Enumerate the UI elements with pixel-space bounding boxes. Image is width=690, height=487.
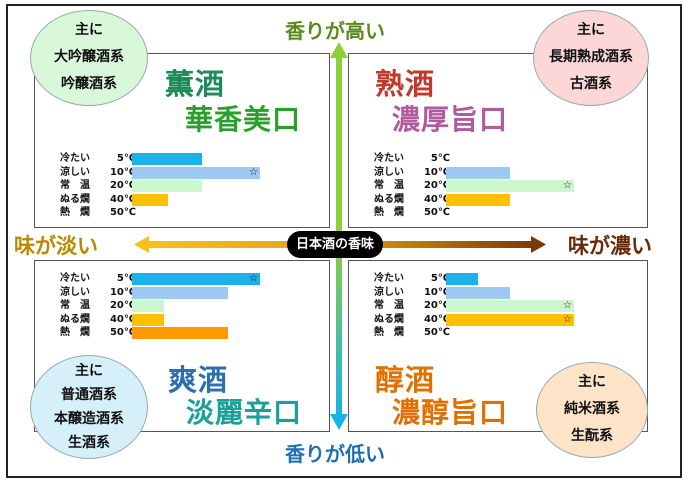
temp-degree: 5℃ bbox=[116, 153, 136, 164]
temp-name: 熱 燗 bbox=[374, 327, 404, 338]
temp-bar bbox=[132, 153, 203, 165]
temp-degree: 10℃ bbox=[109, 166, 136, 178]
temp-degree: 50℃ bbox=[109, 327, 136, 338]
temp-degree: 10℃ bbox=[423, 166, 450, 178]
temp-name: 涼しい bbox=[374, 166, 404, 178]
subtitle-kakoubikou: 華香美口 bbox=[185, 103, 302, 136]
temp-bar bbox=[132, 166, 260, 179]
temp-name: 熱 燗 bbox=[60, 207, 90, 218]
temp-bar bbox=[446, 313, 574, 326]
temp-degree: 20℃ bbox=[109, 180, 136, 191]
temp-degree: 20℃ bbox=[423, 300, 450, 311]
temp-name: 冷たい bbox=[374, 153, 404, 164]
bubble-line: 生酛系 bbox=[571, 428, 613, 444]
temp-bar bbox=[446, 273, 478, 285]
temp-name: ぬる燗 bbox=[374, 313, 404, 325]
temp-name: 涼しい bbox=[374, 286, 404, 298]
temp-name: ぬる燗 bbox=[60, 193, 90, 205]
temp-degree: 40℃ bbox=[109, 193, 136, 205]
bubble-line: 生酒系 bbox=[68, 435, 110, 451]
bubble-line: 主に bbox=[578, 374, 606, 390]
temp-name: 常 温 bbox=[374, 180, 404, 191]
temp-name: 冷たい bbox=[60, 273, 90, 284]
temp-bar bbox=[132, 193, 168, 206]
recommended-star: ☆ bbox=[249, 166, 258, 178]
bubble-line: 主に bbox=[577, 22, 605, 38]
bubble-line: 普通酒系 bbox=[61, 387, 117, 403]
bubble-line: 古酒系 bbox=[570, 76, 612, 92]
subtitle-noukouumakuchi: 濃厚旨口 bbox=[392, 103, 509, 136]
bubble-top-right: 主に 長期熟成酒系 古酒系 bbox=[533, 10, 649, 106]
temp-bar bbox=[132, 180, 203, 192]
temp-degree: 50℃ bbox=[423, 207, 450, 218]
temp-bar bbox=[132, 273, 260, 285]
temp-bar bbox=[446, 286, 510, 299]
bubble-line: 主に bbox=[75, 363, 103, 379]
temp-bar bbox=[446, 180, 574, 192]
temp-bar bbox=[132, 300, 164, 312]
title-soushu: 爽酒 bbox=[168, 363, 229, 397]
temp-name: 冷たい bbox=[374, 273, 404, 284]
temp-bar bbox=[446, 300, 574, 312]
axis-right-label: 味が濃い bbox=[568, 234, 652, 258]
temp-degree: 40℃ bbox=[423, 193, 450, 205]
temp-name: ぬる燗 bbox=[374, 193, 404, 205]
temp-name: 熱 燗 bbox=[374, 207, 404, 218]
bubble-line: 主に bbox=[75, 22, 103, 38]
temp-degree: 40℃ bbox=[423, 313, 450, 325]
temp-name: 常 温 bbox=[60, 180, 90, 191]
temp-degree: 5℃ bbox=[430, 273, 450, 284]
recommended-star: ☆ bbox=[563, 300, 572, 311]
bubble-line: 本醸造酒系 bbox=[54, 411, 124, 427]
temp-degree: 50℃ bbox=[423, 327, 450, 338]
temp-name: 涼しい bbox=[60, 166, 90, 178]
subtitle-noujunumakuchi: 濃醇旨口 bbox=[392, 396, 509, 429]
temp-degree: 5℃ bbox=[430, 153, 450, 164]
temp-name: 熱 燗 bbox=[60, 327, 90, 338]
bubble-line: 大吟醸酒系 bbox=[54, 49, 124, 65]
temp-bar bbox=[132, 286, 228, 299]
bubble-top-left: 主に 大吟醸酒系 吟醸酒系 bbox=[30, 10, 148, 106]
bubble-line: 吟醸酒系 bbox=[61, 76, 117, 92]
axis-bottom-label: 香りが低い bbox=[285, 442, 385, 466]
center-label: 日本酒の香味 bbox=[287, 231, 383, 258]
recommended-star: ☆ bbox=[249, 273, 258, 284]
temp-name: 涼しい bbox=[60, 286, 90, 298]
temp-name: ぬる燗 bbox=[60, 313, 90, 325]
temp-degree: 20℃ bbox=[109, 300, 136, 311]
temp-bar bbox=[446, 193, 510, 206]
recommended-star: ☆ bbox=[563, 313, 572, 325]
bubble-bottom-right: 主に 純米酒系 生酛系 bbox=[536, 362, 648, 458]
title-junshu: 醇酒 bbox=[375, 363, 436, 397]
axis-top-label: 香りが高い bbox=[285, 19, 385, 43]
temp-degree: 40℃ bbox=[109, 313, 136, 325]
temp-bar bbox=[132, 313, 164, 326]
title-jukushu: 熟酒 bbox=[375, 67, 436, 101]
bubble-bottom-left: 主に 普通酒系 本醸造酒系 生酒系 bbox=[30, 355, 148, 459]
temp-name: 冷たい bbox=[60, 153, 90, 164]
recommended-star: ☆ bbox=[563, 180, 572, 191]
axis-left-label: 味が淡い bbox=[14, 234, 98, 258]
title-kunshu: 薫酒 bbox=[165, 67, 226, 101]
temp-degree: 10℃ bbox=[109, 286, 136, 298]
subtitle-tanreikarakuchi: 淡麗辛口 bbox=[186, 396, 303, 429]
temp-degree: 10℃ bbox=[423, 286, 450, 298]
temp-bar bbox=[446, 166, 510, 179]
temp-degree: 50℃ bbox=[109, 207, 136, 218]
bubble-line: 純米酒系 bbox=[564, 401, 620, 417]
temp-name: 常 温 bbox=[374, 300, 404, 311]
bubble-line: 長期熟成酒系 bbox=[549, 49, 633, 65]
temp-bar bbox=[132, 327, 228, 339]
temp-degree: 5℃ bbox=[116, 273, 136, 284]
temp-name: 常 温 bbox=[60, 300, 90, 311]
temp-degree: 20℃ bbox=[423, 180, 450, 191]
